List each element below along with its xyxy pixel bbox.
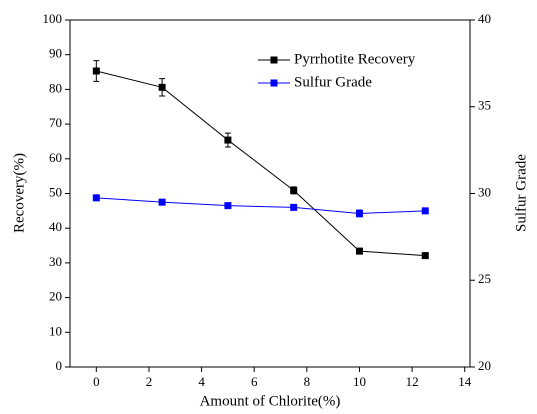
data-point — [421, 252, 429, 260]
y-tick-label: 70 — [49, 115, 62, 130]
x-tick-label: 0 — [93, 374, 100, 389]
legend-label: Sulfur Grade — [294, 74, 372, 90]
x-tick-label: 12 — [406, 374, 419, 389]
data-point — [421, 207, 429, 215]
y2-axis-label: Sulfur Grade — [513, 154, 529, 232]
series-line — [96, 70, 426, 257]
data-point — [290, 203, 298, 211]
x-tick-label: 14 — [458, 374, 472, 389]
x-tick-label: 8 — [304, 374, 311, 389]
data-point — [290, 186, 298, 194]
data-point — [158, 83, 166, 91]
y2-tick-label: 30 — [478, 184, 491, 199]
x-tick-label: 6 — [251, 374, 258, 389]
data-point — [224, 202, 232, 210]
series-line — [96, 197, 426, 214]
y-tick-label: 50 — [49, 184, 62, 199]
x-axis-label: Amount of Chlorite(%) — [200, 393, 341, 409]
y2-tick-label: 25 — [478, 271, 491, 286]
y-tick-label: 40 — [49, 219, 62, 234]
y-tick-label: 60 — [49, 150, 62, 165]
y-axis-label: Recovery(%) — [11, 153, 27, 233]
legend-marker — [270, 79, 278, 87]
y-tick-label: 90 — [49, 46, 62, 61]
plot-frame — [69, 19, 471, 368]
y-tick-label: 100 — [43, 11, 63, 26]
legend-label: Pyrrhotite Recovery — [294, 51, 416, 67]
data-point — [355, 209, 363, 217]
x-tick-label: 4 — [198, 374, 205, 389]
data-point — [92, 67, 100, 75]
y-tick-label: 10 — [49, 323, 62, 338]
y-tick-label: 80 — [49, 80, 62, 95]
y-tick-label: 30 — [49, 254, 62, 269]
data-point — [158, 198, 166, 206]
x-tick-label: 2 — [146, 374, 153, 389]
data-point — [355, 247, 363, 255]
y2-tick-label: 35 — [478, 98, 491, 113]
y2-tick-label: 20 — [478, 358, 491, 373]
y-tick-label: 0 — [56, 358, 63, 373]
y2-tick-label: 40 — [478, 11, 491, 26]
data-point — [224, 136, 232, 144]
x-tick-label: 10 — [353, 374, 366, 389]
legend-marker — [270, 56, 278, 64]
y-tick-label: 20 — [49, 289, 62, 304]
data-point — [92, 194, 100, 202]
